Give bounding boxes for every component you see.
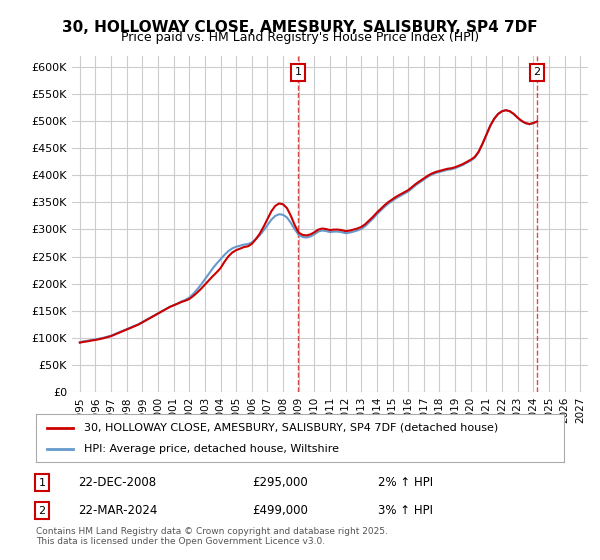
Text: £499,000: £499,000: [252, 504, 308, 517]
Text: 3% ↑ HPI: 3% ↑ HPI: [378, 504, 433, 517]
Text: Price paid vs. HM Land Registry's House Price Index (HPI): Price paid vs. HM Land Registry's House …: [121, 31, 479, 44]
Text: 1: 1: [38, 478, 46, 488]
Text: 30, HOLLOWAY CLOSE, AMESBURY, SALISBURY, SP4 7DF: 30, HOLLOWAY CLOSE, AMESBURY, SALISBURY,…: [62, 20, 538, 35]
Text: Contains HM Land Registry data © Crown copyright and database right 2025.
This d: Contains HM Land Registry data © Crown c…: [36, 526, 388, 546]
Text: 22-MAR-2024: 22-MAR-2024: [78, 504, 157, 517]
Text: 2: 2: [533, 67, 540, 77]
Text: HPI: Average price, detached house, Wiltshire: HPI: Average price, detached house, Wilt…: [83, 444, 338, 454]
Text: £295,000: £295,000: [252, 476, 308, 489]
Text: 2: 2: [38, 506, 46, 516]
Text: 1: 1: [295, 67, 302, 77]
Text: 22-DEC-2008: 22-DEC-2008: [78, 476, 156, 489]
Text: 30, HOLLOWAY CLOSE, AMESBURY, SALISBURY, SP4 7DF (detached house): 30, HOLLOWAY CLOSE, AMESBURY, SALISBURY,…: [83, 423, 498, 433]
Text: 2% ↑ HPI: 2% ↑ HPI: [378, 476, 433, 489]
